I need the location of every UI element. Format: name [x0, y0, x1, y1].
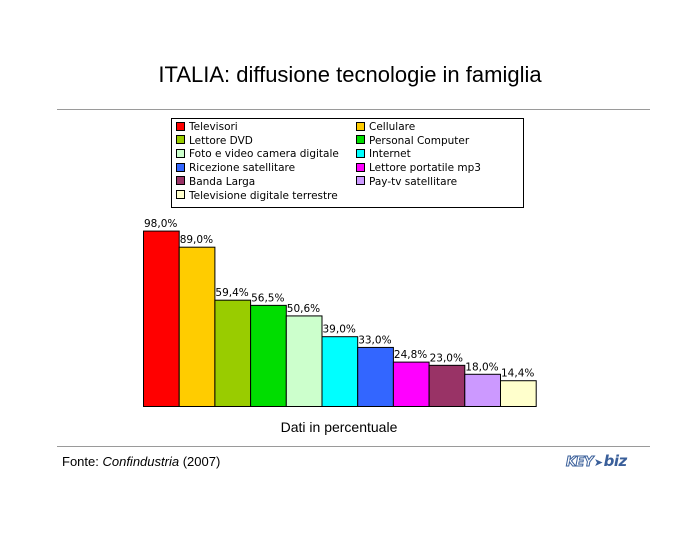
legend-item: Personal Computer — [356, 135, 469, 149]
source-prefix: Fonte: — [62, 454, 103, 469]
bar — [392, 361, 430, 407]
bar — [321, 336, 359, 407]
data-label: 14,4% — [501, 368, 534, 380]
legend-label: Televisori — [189, 121, 238, 133]
legend-label: Foto e video camera digitale — [189, 148, 339, 161]
bar — [178, 246, 216, 407]
data-label: 24,8% — [394, 349, 427, 361]
logo-key-text: KEY — [566, 455, 594, 471]
legend-item: Televisione digitale terrestre — [176, 190, 338, 204]
bar — [143, 230, 180, 407]
data-label: 50,6% — [287, 303, 320, 315]
legend-label: Personal Computer — [369, 134, 470, 147]
legend-item: Ricezione satellitare — [176, 162, 295, 176]
legend-label: Internet — [369, 148, 411, 161]
data-label: 98,0% — [144, 218, 177, 230]
x-axis-label: Dati in percentuale — [280, 419, 398, 435]
legend-label: Lettore DVD — [189, 134, 253, 147]
legend-swatch — [356, 148, 365, 158]
legend-label: Pay-tv satellitare — [369, 175, 458, 188]
chart-title: ITALIA: diffusione tecnologie in famigli… — [158, 62, 542, 87]
legend-label: Cellulare — [369, 121, 416, 133]
legend-item: Cellulare — [356, 121, 415, 135]
bar — [500, 380, 537, 407]
bar — [464, 373, 501, 407]
legend-swatch — [176, 121, 185, 131]
data-label: 23,0% — [430, 352, 463, 364]
logo-arrow-icon: ➤ — [593, 456, 603, 469]
source-name: Confindustria — [102, 454, 180, 469]
legend-item: Lettore portatile mp3 — [356, 162, 481, 176]
data-label: 56,5% — [251, 292, 284, 304]
legend-item: Pay-tv satellitare — [356, 176, 457, 190]
legend-label: Ricezione satellitare — [189, 162, 296, 175]
legend-swatch — [176, 135, 185, 145]
legend-swatch — [356, 135, 365, 145]
bar — [357, 346, 394, 407]
legend-item: Lettore DVD — [176, 135, 253, 149]
legend-swatch — [356, 176, 365, 186]
source-year: (2007) — [179, 454, 221, 469]
legend-swatch — [356, 121, 365, 131]
bar — [428, 364, 466, 407]
legend-swatch — [356, 162, 365, 172]
chart-legend: Televisori Cellulare Lettore DVD Personal C… — [171, 118, 524, 208]
data-label: 39,0% — [323, 324, 356, 336]
key4biz-logo: KEY➤biz — [566, 452, 628, 471]
data-label: 18,0% — [465, 361, 498, 373]
top-divider — [57, 109, 650, 110]
legend-label: Televisione digitale terrestre — [189, 189, 338, 202]
legend-item: Foto e video camera digitale — [176, 148, 339, 162]
legend-swatch — [176, 148, 185, 158]
data-label: 59,4% — [215, 287, 248, 299]
legend-swatch — [176, 162, 185, 172]
legend-label: Lettore portatile mp3 — [369, 162, 481, 175]
legend-item: Banda Larga — [176, 176, 255, 190]
bar — [250, 304, 287, 407]
source-note: Fonte: Confindustria (2007) — [62, 454, 220, 469]
legend-swatch — [176, 190, 185, 199]
logo-biz-text: biz — [603, 452, 628, 470]
bar — [214, 299, 252, 408]
data-label: 33,0% — [358, 334, 391, 346]
bottom-divider — [57, 446, 650, 447]
bar — [285, 315, 323, 407]
data-label: 89,0% — [180, 234, 213, 246]
legend-swatch — [176, 176, 185, 186]
legend-label: Banda Larga — [189, 175, 256, 188]
legend-item: Televisori — [176, 121, 238, 135]
legend-item: Internet — [356, 148, 411, 162]
